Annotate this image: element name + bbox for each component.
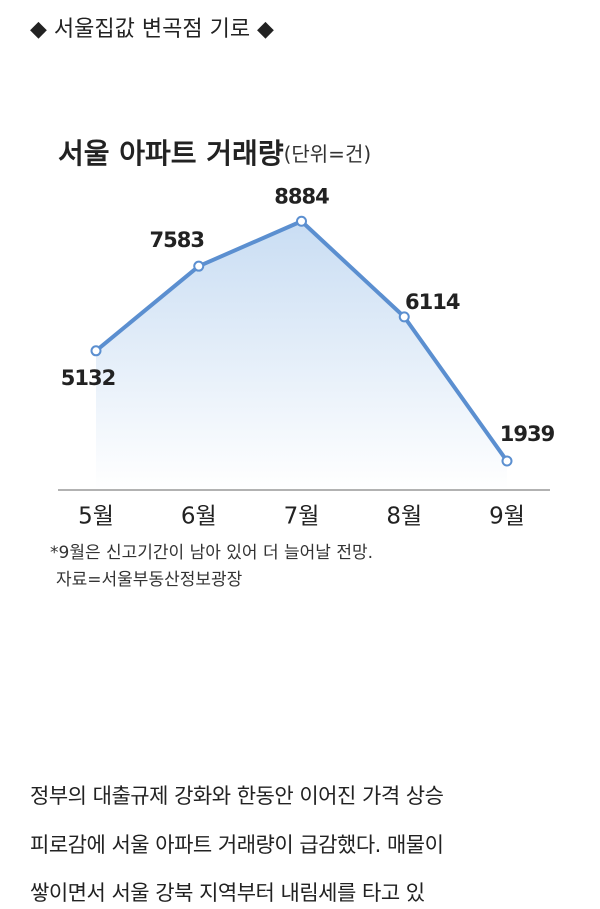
value-label: 1939 [500, 422, 555, 446]
point [193, 260, 205, 272]
point [501, 455, 513, 467]
chart: ◆ 서울집값 변곡점 기로 ◆ 서울 아파트 거래량(단위=건) *9월은 신고… [30, 17, 556, 590]
chart-note: *9월은 신고기간이 남아 있어 더 늘어날 전망. [50, 543, 373, 563]
x-tick-label: 7월 [284, 504, 320, 530]
x-tick-label: 5월 [78, 504, 114, 530]
x-tick-label: 6월 [181, 504, 217, 530]
point [398, 311, 410, 323]
chart-source: 자료=서울부동산정보광장 [56, 570, 243, 590]
chart-title-group: 서울 아파트 거래량(단위=건) [58, 137, 371, 170]
point [90, 345, 102, 357]
article-line: 피로감에 서울 아파트 거래량이 급감했다. 매물이 [30, 833, 444, 857]
header-title: ◆ 서울집값 변곡점 기로 ◆ [30, 17, 274, 42]
value-label: 6114 [405, 290, 460, 314]
x-tick-label: 8월 [386, 504, 422, 530]
article-line: 정부의 대출규제 강화와 한동안 이어진 가격 상승 [30, 784, 444, 808]
area [96, 221, 507, 490]
value-label: 7583 [150, 228, 204, 252]
article-line: 쌓이면서 서울 강북 지역부터 내림세를 타고 있 [30, 881, 425, 905]
chart-title: 서울 아파트 거래량 [58, 137, 284, 170]
x-tick-label: 9월 [489, 504, 525, 530]
value-label: 8884 [274, 184, 329, 208]
point [296, 215, 307, 227]
chart-subtitle: (단위=건) [284, 142, 372, 166]
value-label: 5132 [61, 366, 115, 390]
